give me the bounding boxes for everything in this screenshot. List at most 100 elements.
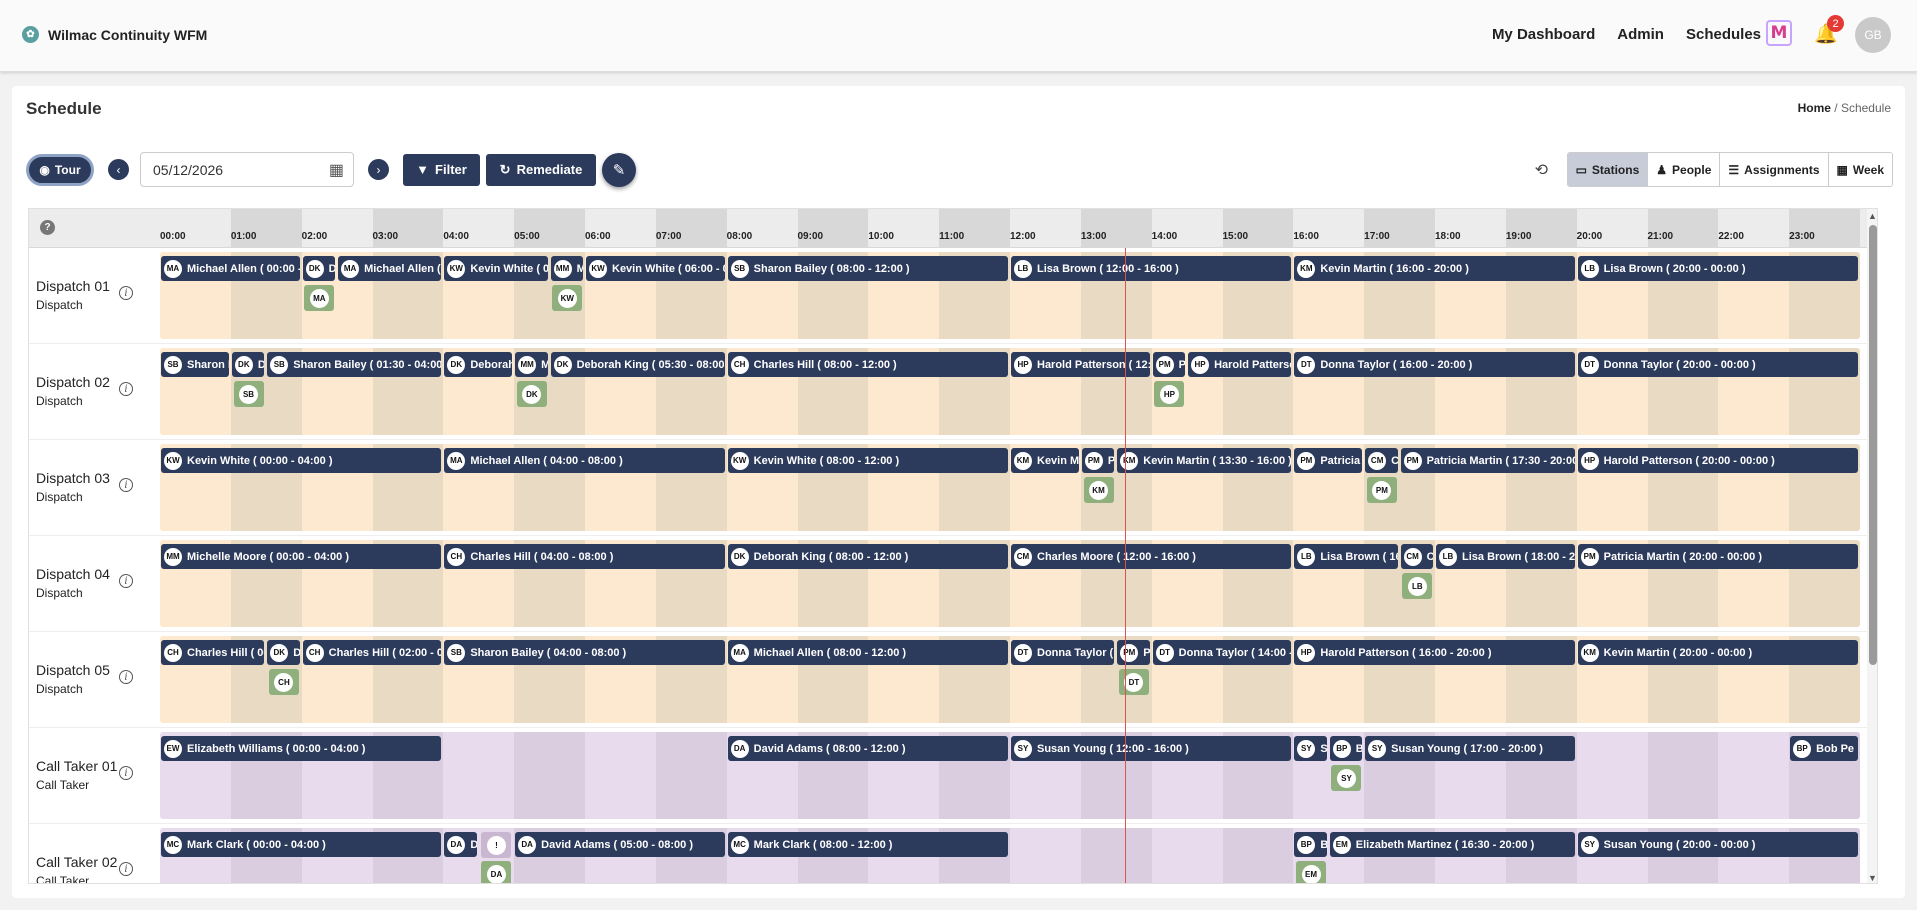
shift-block[interactable]: DK Deborah King	[267, 640, 300, 665]
shift-block[interactable]: MC Mark Clark ( 00:00 - 04:00 )	[161, 832, 442, 857]
shift-block[interactable]: HP Harold Patterson ( 16:00 - 20:00 )	[1294, 640, 1575, 665]
shift-block[interactable]: LB Lisa Brown ( 20:00 - 00:00 )	[1577, 256, 1858, 281]
shift-block[interactable]: LB Lisa Brown ( 18:00 - 20:00 )	[1436, 544, 1575, 569]
sub-assignment[interactable]: HP	[1154, 381, 1185, 407]
shift-block[interactable]: KM Kevin Martin ( 16:00 - 20:00 )	[1294, 256, 1575, 281]
sub-assignment[interactable]: SB	[233, 381, 264, 407]
m-app-icon[interactable]: M	[1766, 20, 1792, 46]
alert-marker[interactable]: !	[481, 832, 512, 858]
shift-block[interactable]: EM Elizabeth Martinez ( 16:30 - 20:00 )	[1329, 832, 1575, 857]
calendar-icon[interactable]: ▦	[328, 162, 344, 179]
shift-block[interactable]: KW Kevin White ( 04:00 - 05:30 )	[444, 256, 548, 281]
nav-admin[interactable]: Admin	[1617, 26, 1664, 43]
sub-assignment[interactable]: PM	[1366, 477, 1397, 503]
sub-assignment[interactable]: DA	[481, 861, 512, 883]
scroll-up-icon[interactable]: ▲	[1868, 211, 1877, 221]
shift-block[interactable]: MA Michael Allen ( 04:00 - 08:00 )	[444, 448, 725, 473]
tour-button[interactable]: ◉ Tour	[26, 153, 94, 186]
shift-block[interactable]: SB Sharon Bailey ( 08:00 - 12:00 )	[727, 256, 1008, 281]
scrollbar-thumb[interactable]	[1869, 225, 1877, 665]
view-stations-button[interactable]: ▭ Stations	[1567, 153, 1648, 186]
shift-block[interactable]: HP Harold Patterson ( 12:00 - 14:00 )	[1011, 352, 1150, 377]
shift-block[interactable]: DT Donna Taylor ( 20:00 - 00:00 )	[1577, 352, 1858, 377]
shift-block[interactable]: KM Kevin Martin	[1011, 448, 1079, 473]
info-icon[interactable]: i	[119, 766, 133, 780]
sub-assignment[interactable]: DT	[1118, 669, 1149, 695]
shift-block[interactable]: CH Charles Hill ( 02:00 - 04:00 )	[302, 640, 442, 665]
sub-assignment[interactable]: MA	[304, 285, 335, 311]
shift-block[interactable]: MM Michelle Moore	[515, 352, 548, 377]
shift-block[interactable]: LB Lisa Brown ( 16:00 - 17:30 )	[1294, 544, 1398, 569]
view-people-button[interactable]: ♟ People	[1647, 153, 1720, 186]
prev-date-button[interactable]: ‹	[108, 159, 129, 180]
shift-block[interactable]: PM Patricia Martin ( 17:30 - 20:00 )	[1400, 448, 1575, 473]
next-date-button[interactable]: ›	[368, 159, 389, 180]
info-icon[interactable]: i	[119, 862, 133, 876]
view-assignments-button[interactable]: ☰ Assignments	[1719, 153, 1828, 186]
shift-block[interactable]: PM Patricia Martin ( 20:00 - 00:00 )	[1577, 544, 1858, 569]
shift-block[interactable]: PM Patricia Martin	[1081, 448, 1115, 473]
shift-block[interactable]: CM Charles Moore	[1400, 544, 1433, 569]
station-lane[interactable]: SB Sharon Bailey DK Deborah King SB Sharon Ba…	[160, 348, 1860, 435]
shift-block[interactable]: DA David Adams ( 05:00 - 08:00 )	[515, 832, 725, 857]
station-lane[interactable]: MM Michelle Moore ( 00:00 - 04:00 ) CH Char…	[160, 540, 1860, 627]
station-lane[interactable]: CH Charles Hill ( 00:00 - 01:30 ) DK Debora…	[160, 636, 1860, 723]
shift-block[interactable]: CM Charles Moore ( 12:00 - 16:00 )	[1011, 544, 1292, 569]
shift-block[interactable]: SB Sharon Bailey ( 04:00 - 08:00 )	[444, 640, 725, 665]
shift-block[interactable]: LB Lisa Brown ( 12:00 - 16:00 )	[1011, 256, 1292, 281]
shift-block[interactable]: KM Kevin Martin ( 20:00 - 00:00 )	[1577, 640, 1858, 665]
info-icon[interactable]: i	[119, 478, 133, 492]
nav-schedules[interactable]: Schedules	[1685, 26, 1761, 43]
remediate-button[interactable]: ↻ Remediate	[486, 153, 596, 186]
shift-block[interactable]: MA Michael Allen ( 02:30 - 04:00 )	[338, 256, 442, 281]
shift-block[interactable]: CH Charles Hill ( 08:00 - 12:00 )	[727, 352, 1008, 377]
shift-block[interactable]: CH Charles Hill ( 04:00 - 08:00 )	[444, 544, 725, 569]
shift-block[interactable]: KW Kevin White ( 00:00 - 04:00 )	[161, 448, 442, 473]
shift-block[interactable]: SY Susan Young ( 12:00 - 16:00 )	[1011, 736, 1292, 761]
shift-block[interactable]: DK Deborah King	[231, 352, 265, 377]
info-icon[interactable]: i	[119, 286, 133, 300]
sub-assignment[interactable]: EM	[1296, 861, 1327, 883]
shift-block[interactable]: MM Michelle Moore ( 00:00 - 04:00 )	[161, 544, 442, 569]
edit-button[interactable]: ✎	[602, 152, 636, 187]
vertical-scrollbar[interactable]: ▲ ▼	[1867, 209, 1877, 883]
shift-block[interactable]: BP Bob Pe	[1329, 736, 1363, 761]
breadcrumb-home[interactable]: Home	[1797, 101, 1831, 115]
sub-assignment[interactable]: KM	[1083, 477, 1114, 503]
shift-block[interactable]: EW Elizabeth Williams ( 00:00 - 04:00 )	[161, 736, 442, 761]
shift-block[interactable]: DA David Adams	[444, 832, 477, 857]
shift-block[interactable]: CH Charles Hill ( 00:00 - 01:30 )	[161, 640, 265, 665]
shift-block[interactable]: MA Michael Allen ( 08:00 - 12:00 )	[727, 640, 1008, 665]
info-icon[interactable]: i	[119, 574, 133, 588]
sub-assignment[interactable]: DK	[516, 381, 547, 407]
filter-button[interactable]: ▼ Filter	[403, 153, 480, 186]
shift-block[interactable]: SB Sharon Bailey ( 01:30 - 04:00 )	[267, 352, 442, 377]
shift-block[interactable]: DK Deborah King	[302, 256, 336, 281]
shift-block[interactable]: SY Susan Young	[1294, 736, 1327, 761]
sub-assignment[interactable]: CH	[268, 669, 299, 695]
station-lane[interactable]: KW Kevin White ( 00:00 - 04:00 ) MA Michael…	[160, 444, 1860, 531]
shift-block[interactable]: BP Bob Pe	[1294, 832, 1327, 857]
shift-block[interactable]: DA David Adams ( 08:00 - 12:00 )	[727, 736, 1008, 761]
shift-block[interactable]: DT Donna Taylor ( 12:00 - 13:30 )	[1011, 640, 1115, 665]
shift-block[interactable]: PM Patricia Martin	[1294, 448, 1363, 473]
brand[interactable]: ✿ Wilmac Continuity WFM	[22, 26, 207, 43]
shift-block[interactable]: SB Sharon Bailey	[161, 352, 229, 377]
sub-assignment[interactable]: LB	[1402, 573, 1433, 599]
shift-block[interactable]: MA Michael Allen ( 00:00 - 02:00 )	[161, 256, 300, 281]
sub-assignment[interactable]: SY	[1331, 765, 1362, 791]
shift-block[interactable]: DK Deborah King ( 08:00 - 12:00 )	[727, 544, 1008, 569]
shift-block[interactable]: HP Harold Patterson ( 20:00 - 00:00 )	[1577, 448, 1858, 473]
history-icon[interactable]: ⟲	[1534, 161, 1548, 179]
shift-block[interactable]: KM Kevin Martin ( 13:30 - 16:00 )	[1117, 448, 1292, 473]
shift-block[interactable]: KW Kevin White ( 08:00 - 12:00 )	[727, 448, 1008, 473]
shift-block[interactable]: PM Patricia Martin	[1117, 640, 1150, 665]
shift-block[interactable]: SY Susan Young ( 17:00 - 20:00 )	[1365, 736, 1575, 761]
station-lane[interactable]: MC Mark Clark ( 00:00 - 04:00 ) DA David Ad…	[160, 828, 1860, 883]
shift-block[interactable]: MC Mark Clark ( 08:00 - 12:00 )	[727, 832, 1008, 857]
info-icon[interactable]: i	[119, 670, 133, 684]
help-icon[interactable]: ?	[40, 220, 55, 235]
station-lane[interactable]: MA Michael Allen ( 00:00 - 02:00 ) DK Debor…	[160, 252, 1860, 339]
shift-block[interactable]: BP Bob Pe	[1790, 736, 1858, 761]
shift-block[interactable]: PM Patricia Martin	[1152, 352, 1186, 377]
